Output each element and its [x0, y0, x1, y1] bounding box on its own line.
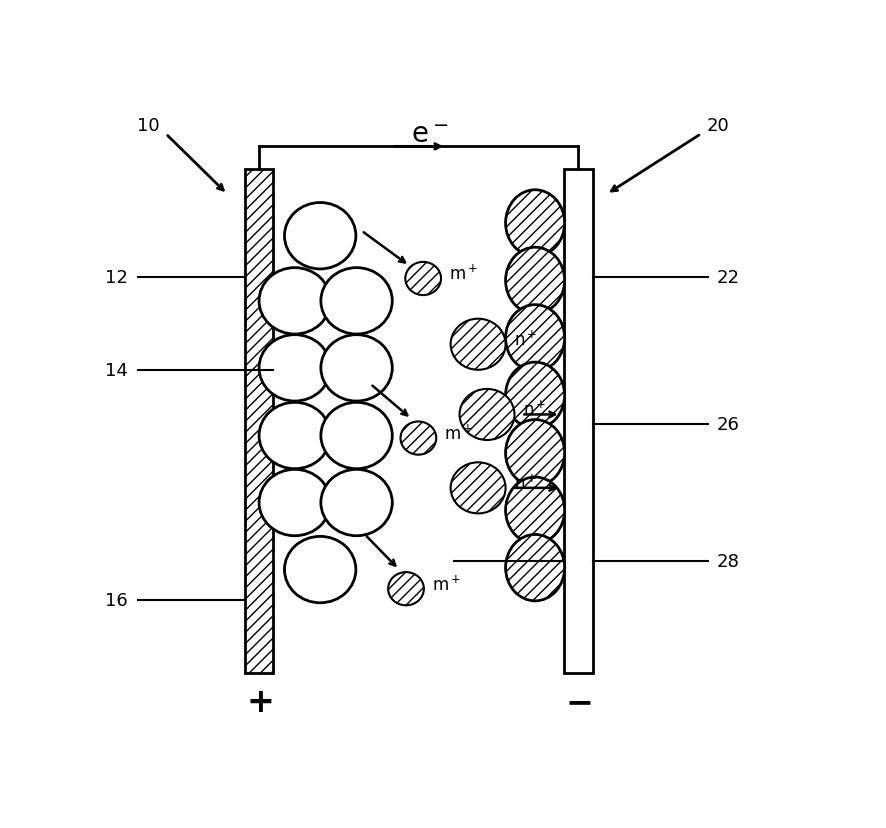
Circle shape: [259, 469, 330, 536]
Text: 16: 16: [105, 591, 128, 609]
Text: +: +: [246, 686, 275, 719]
Circle shape: [284, 204, 356, 270]
Text: n$^+$: n$^+$: [514, 474, 537, 493]
Circle shape: [321, 403, 392, 469]
Ellipse shape: [506, 535, 564, 601]
Text: m$^+$: m$^+$: [449, 264, 478, 284]
Circle shape: [388, 572, 424, 605]
Ellipse shape: [506, 306, 564, 372]
Ellipse shape: [451, 463, 506, 513]
Text: n$^+$: n$^+$: [514, 330, 537, 349]
Circle shape: [400, 422, 436, 455]
Circle shape: [259, 268, 330, 335]
Circle shape: [259, 335, 330, 402]
Ellipse shape: [506, 478, 564, 544]
Ellipse shape: [460, 389, 515, 440]
Circle shape: [284, 537, 356, 603]
Text: 12: 12: [105, 269, 128, 286]
Text: m$^+$: m$^+$: [432, 575, 462, 594]
Bar: [245, 170, 274, 673]
Circle shape: [321, 335, 392, 402]
Text: −: −: [565, 686, 593, 719]
Bar: [564, 170, 593, 673]
Ellipse shape: [506, 363, 564, 429]
Text: m$^+$: m$^+$: [445, 424, 474, 443]
Circle shape: [321, 268, 392, 335]
Text: 14: 14: [105, 361, 128, 379]
Ellipse shape: [506, 248, 564, 314]
Text: 22: 22: [717, 269, 740, 286]
Text: 10: 10: [137, 117, 159, 135]
Ellipse shape: [506, 190, 564, 257]
Text: 20: 20: [707, 117, 730, 135]
Circle shape: [321, 469, 392, 536]
Text: n$^+$: n$^+$: [523, 400, 547, 420]
Circle shape: [405, 262, 441, 296]
Circle shape: [259, 403, 330, 469]
Ellipse shape: [451, 320, 506, 370]
Text: e$^-$: e$^-$: [411, 120, 448, 148]
Text: 28: 28: [717, 552, 739, 570]
Text: 26: 26: [717, 416, 739, 434]
Ellipse shape: [506, 420, 564, 486]
